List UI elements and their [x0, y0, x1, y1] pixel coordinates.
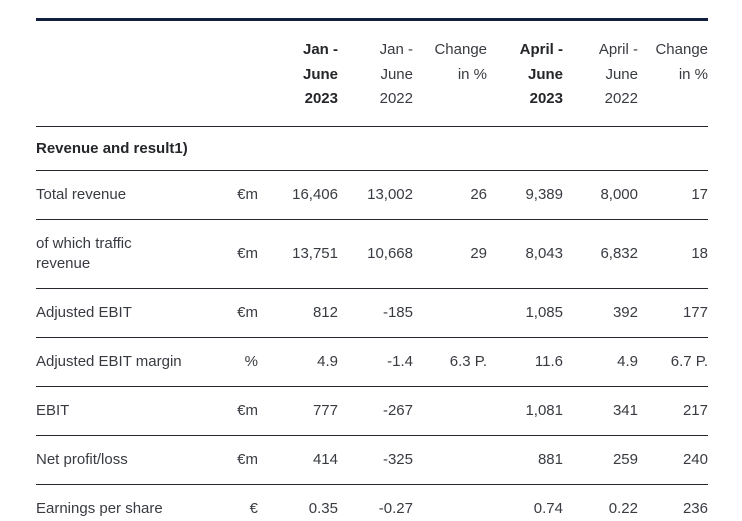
value-cell: 414 [258, 435, 338, 485]
value-cell: 11.6 [487, 337, 563, 387]
unit-cell: €m [186, 219, 258, 289]
unit-cell: €m [186, 170, 258, 220]
value-cell: 29 [413, 219, 487, 289]
value-cell: 0.22 [563, 484, 638, 521]
value-cell: -0.27 [338, 484, 413, 521]
value-cell: 777 [258, 386, 338, 436]
table-row-net-profit-loss: Net profit/loss €m 414 -325 881 259 240 [36, 435, 708, 485]
value-cell: 236 [638, 484, 708, 521]
value-cell [413, 435, 487, 485]
header-line: June [605, 65, 638, 83]
value-cell: 1,081 [487, 386, 563, 436]
table-row-adjusted-ebit: Adjusted EBIT €m 812 -185 1,085 392 177 [36, 288, 708, 338]
row-label: Adjusted EBIT [36, 288, 186, 338]
unit-cell: % [186, 337, 258, 387]
header-line: in % [457, 65, 487, 83]
value-cell: 16,406 [258, 170, 338, 220]
value-cell: 4.9 [563, 337, 638, 387]
value-cell: 6.3 P. [413, 337, 487, 387]
header-line: April - [598, 41, 638, 58]
column-header-april-june-2022: April - June 2022 [563, 19, 638, 127]
header-line: Jan - [302, 41, 338, 58]
value-cell: 6.7 P. [638, 337, 708, 387]
value-cell: 9,389 [487, 170, 563, 220]
value-cell: 217 [638, 386, 708, 436]
value-cell: 8,043 [487, 219, 563, 289]
value-cell: 1,085 [487, 288, 563, 338]
section-header-row: Revenue and result1) [36, 126, 708, 171]
row-label: EBIT [36, 386, 186, 436]
unit-cell: €m [186, 435, 258, 485]
header-line: June [302, 65, 338, 83]
value-cell: -185 [338, 288, 413, 338]
header-line: 2022 [604, 90, 638, 107]
row-label: of which traffic revenue [36, 219, 186, 289]
column-header-jan-june-2023: Jan - June 2023 [258, 19, 338, 127]
value-cell: 13,751 [258, 219, 338, 289]
value-cell: 812 [258, 288, 338, 338]
row-label: Total revenue [36, 170, 186, 220]
header-line: Jan - [379, 41, 413, 58]
table-row-adjusted-ebit-margin: Adjusted EBIT margin % 4.9 -1.4 6.3 P. 1… [36, 337, 708, 387]
section-header: Revenue and result1) [36, 126, 708, 171]
column-header-change-q2: Change in % [638, 19, 708, 127]
row-label: Earnings per share [36, 484, 186, 521]
header-line: April - [519, 41, 563, 58]
value-cell: 26 [413, 170, 487, 220]
value-cell: 0.74 [487, 484, 563, 521]
results-table: Jan - June 2023 Jan - June 2022 Change i… [36, 18, 708, 521]
header-line: Change [655, 41, 708, 58]
column-header-jan-june-2022: Jan - June 2022 [338, 19, 413, 127]
table-row-traffic-revenue: of which traffic revenue €m 13,751 10,66… [36, 219, 708, 289]
table-row-ebit: EBIT €m 777 -267 1,081 341 217 [36, 386, 708, 436]
value-cell: -1.4 [338, 337, 413, 387]
header-line: 2022 [379, 90, 413, 107]
value-cell: 259 [563, 435, 638, 485]
header-row: Jan - June 2023 Jan - June 2022 Change i… [36, 19, 708, 127]
header-line: June [380, 65, 413, 83]
header-line: 2023 [304, 90, 338, 107]
header-line: 2023 [529, 90, 563, 107]
value-cell: 177 [638, 288, 708, 338]
value-cell [413, 484, 487, 521]
unit-cell: €m [186, 386, 258, 436]
value-cell: 392 [563, 288, 638, 338]
value-cell: -267 [338, 386, 413, 436]
header-line: in % [678, 65, 708, 83]
header-line: June [527, 65, 563, 83]
unit-cell: €m [186, 288, 258, 338]
value-cell: 240 [638, 435, 708, 485]
value-cell: 4.9 [258, 337, 338, 387]
value-cell: 6,832 [563, 219, 638, 289]
column-header-april-june-2023: April - June 2023 [487, 19, 563, 127]
value-cell: 881 [487, 435, 563, 485]
value-cell: 17 [638, 170, 708, 220]
value-cell: 341 [563, 386, 638, 436]
header-line: Change [434, 41, 487, 58]
unit-cell: € [186, 484, 258, 521]
value-cell: 10,668 [338, 219, 413, 289]
value-cell: 18 [638, 219, 708, 289]
header-label-spacer [36, 19, 186, 127]
value-cell [413, 386, 487, 436]
column-header-change-h1: Change in % [413, 19, 487, 127]
table-row-earnings-per-share: Earnings per share € 0.35 -0.27 0.74 0.2… [36, 484, 708, 521]
table-row-total-revenue: Total revenue €m 16,406 13,002 26 9,389 … [36, 170, 708, 220]
value-cell: 0.35 [258, 484, 338, 521]
value-cell: 8,000 [563, 170, 638, 220]
value-cell [413, 288, 487, 338]
value-cell: 13,002 [338, 170, 413, 220]
row-label: Net profit/loss [36, 435, 186, 485]
row-label: Adjusted EBIT margin [36, 337, 186, 387]
value-cell: -325 [338, 435, 413, 485]
header-unit-spacer [186, 19, 258, 127]
